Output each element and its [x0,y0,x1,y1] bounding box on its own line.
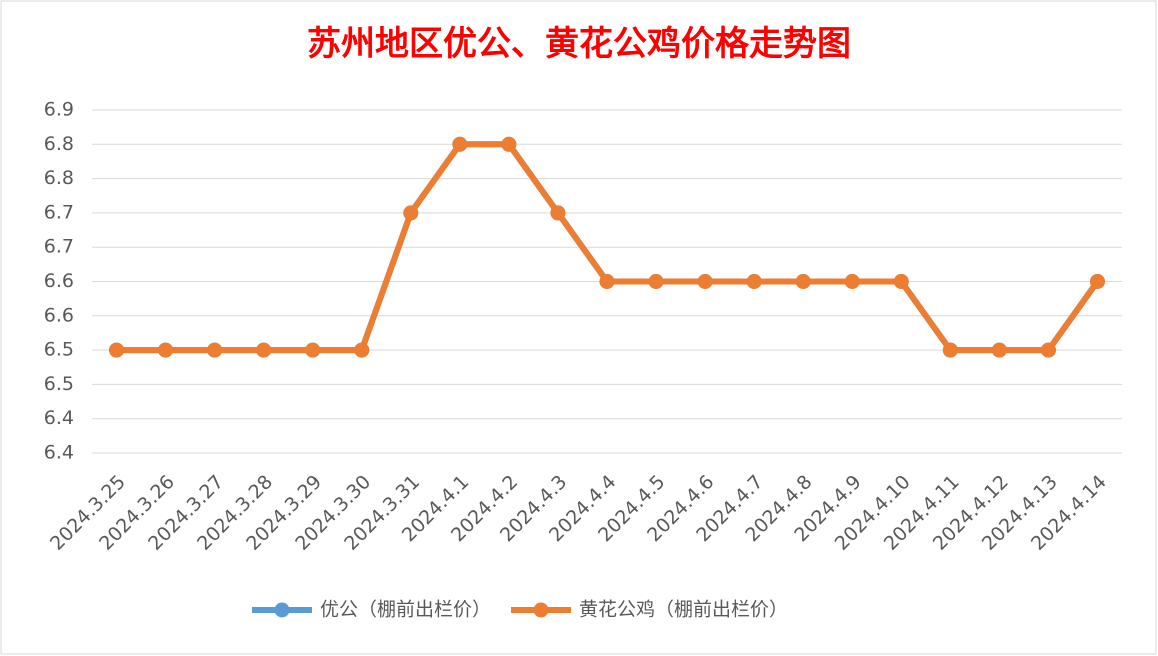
data-point [207,342,223,358]
data-point [942,342,958,358]
data-point [893,274,909,289]
data-point [354,342,370,358]
y-tick-label: 6.5 [44,339,74,361]
data-point [158,342,174,358]
data-point [795,274,811,289]
data-point [697,274,713,289]
chart-title: 苏州地区优公、黄花公鸡价格走势图 [307,24,851,64]
y-tick-label: 6.5 [44,373,74,395]
data-point [746,274,762,289]
data-point [305,342,321,358]
data-point [1040,342,1056,358]
legend-marker [274,602,290,618]
data-point [109,342,125,358]
y-tick-label: 6.6 [44,270,74,292]
legend-label: 黄花公鸡（棚前出栏价） [579,599,788,621]
data-point [1089,274,1105,289]
data-point [844,274,860,289]
y-tick-label: 6.9 [44,99,74,121]
y-tick-label: 6.6 [44,304,74,326]
data-point [648,274,664,289]
data-point [599,274,615,289]
data-point [256,342,272,358]
data-point [501,136,517,152]
data-point [991,342,1007,358]
y-tick-label: 6.7 [44,201,74,223]
data-point [403,205,419,221]
y-tick-label: 6.7 [44,236,74,258]
legend-marker [533,602,549,618]
y-tick-label: 6.4 [44,442,74,464]
data-point [550,205,566,221]
data-point [452,136,468,152]
y-tick-label: 6.8 [44,167,74,189]
y-tick-label: 6.4 [44,407,74,429]
legend-label: 优公（棚前出栏价） [320,599,491,621]
y-tick-label: 6.8 [44,133,74,155]
